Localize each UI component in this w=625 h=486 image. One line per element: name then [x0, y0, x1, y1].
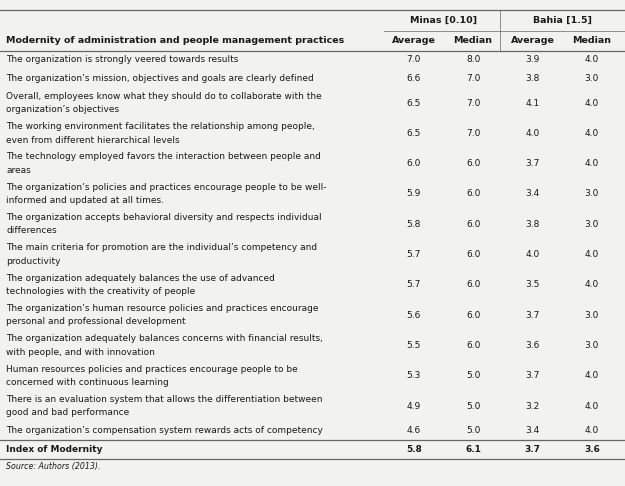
Text: Average: Average — [511, 36, 554, 45]
Text: 7.0: 7.0 — [466, 74, 481, 83]
Text: 3.0: 3.0 — [585, 341, 599, 350]
Text: 7.0: 7.0 — [407, 55, 421, 64]
Text: The organization’s policies and practices encourage people to be well-: The organization’s policies and practice… — [6, 183, 327, 192]
Text: 4.6: 4.6 — [407, 426, 421, 435]
Text: 5.0: 5.0 — [466, 402, 481, 411]
Text: 5.8: 5.8 — [407, 220, 421, 229]
Text: 6.0: 6.0 — [407, 159, 421, 168]
Text: concerned with continuous learning: concerned with continuous learning — [6, 378, 169, 387]
Text: Human resources policies and practices encourage people to be: Human resources policies and practices e… — [6, 364, 298, 374]
Text: 6.5: 6.5 — [407, 99, 421, 107]
Text: 6.0: 6.0 — [466, 190, 481, 198]
Text: productivity: productivity — [6, 257, 61, 266]
Text: Index of Modernity: Index of Modernity — [6, 445, 102, 454]
Text: 3.6: 3.6 — [584, 445, 600, 454]
Text: 4.0: 4.0 — [585, 280, 599, 290]
Text: 5.6: 5.6 — [407, 311, 421, 320]
Text: 3.4: 3.4 — [526, 426, 539, 435]
Text: 5.3: 5.3 — [407, 371, 421, 381]
Text: 4.9: 4.9 — [407, 402, 421, 411]
Text: 6.0: 6.0 — [466, 159, 481, 168]
Text: The organization adequately balances concerns with financial results,: The organization adequately balances con… — [6, 334, 323, 344]
Text: 5.0: 5.0 — [466, 371, 481, 381]
Text: 5.8: 5.8 — [406, 445, 422, 454]
Text: The organization’s mission, objectives and goals are clearly defined: The organization’s mission, objectives a… — [6, 74, 314, 83]
Text: Bahia [1.5]: Bahia [1.5] — [532, 16, 592, 25]
Text: areas: areas — [6, 166, 31, 175]
Text: Median: Median — [572, 36, 611, 45]
Text: Minas [0.10]: Minas [0.10] — [410, 16, 477, 25]
Text: 6.0: 6.0 — [466, 250, 481, 259]
Text: 3.0: 3.0 — [585, 220, 599, 229]
Text: 5.0: 5.0 — [466, 426, 481, 435]
Text: Average: Average — [392, 36, 436, 45]
Text: Modernity of administration and people management practices: Modernity of administration and people m… — [6, 36, 344, 45]
Text: 4.0: 4.0 — [585, 426, 599, 435]
Text: 3.4: 3.4 — [526, 190, 539, 198]
Text: 6.0: 6.0 — [466, 220, 481, 229]
Text: 3.2: 3.2 — [526, 402, 539, 411]
Text: differences: differences — [6, 226, 57, 235]
Text: 3.7: 3.7 — [525, 311, 540, 320]
Text: informed and updated at all times.: informed and updated at all times. — [6, 196, 164, 205]
Text: There is an evaluation system that allows the differentiation between: There is an evaluation system that allow… — [6, 395, 322, 404]
Text: The organization adequately balances the use of advanced: The organization adequately balances the… — [6, 274, 275, 283]
Text: 4.0: 4.0 — [585, 250, 599, 259]
Text: The main criteria for promotion are the individual’s competency and: The main criteria for promotion are the … — [6, 243, 318, 252]
Text: 5.7: 5.7 — [407, 280, 421, 290]
Text: 4.0: 4.0 — [585, 129, 599, 138]
Text: 4.0: 4.0 — [585, 159, 599, 168]
Text: Median: Median — [454, 36, 493, 45]
Text: 4.0: 4.0 — [585, 55, 599, 64]
Text: 4.0: 4.0 — [526, 250, 539, 259]
Text: 6.5: 6.5 — [407, 129, 421, 138]
Text: 3.5: 3.5 — [525, 280, 540, 290]
Text: 3.8: 3.8 — [525, 74, 540, 83]
Text: 7.0: 7.0 — [466, 129, 481, 138]
Text: 6.0: 6.0 — [466, 280, 481, 290]
Text: 4.0: 4.0 — [585, 99, 599, 107]
Text: The organization accepts behavioral diversity and respects individual: The organization accepts behavioral dive… — [6, 213, 322, 222]
Text: 8.0: 8.0 — [466, 55, 481, 64]
Text: even from different hierarchical levels: even from different hierarchical levels — [6, 136, 180, 144]
Text: 4.0: 4.0 — [526, 129, 539, 138]
Text: The organization’s compensation system rewards acts of competency: The organization’s compensation system r… — [6, 426, 323, 435]
Text: Source: Authors (2013).: Source: Authors (2013). — [6, 462, 101, 471]
Text: 3.0: 3.0 — [585, 74, 599, 83]
Text: 7.0: 7.0 — [466, 99, 481, 107]
Text: 5.5: 5.5 — [407, 341, 421, 350]
Text: personal and professional development: personal and professional development — [6, 317, 186, 327]
Text: 3.7: 3.7 — [525, 371, 540, 381]
Text: The working environment facilitates the relationship among people,: The working environment facilitates the … — [6, 122, 315, 131]
Text: 3.9: 3.9 — [525, 55, 540, 64]
Text: 3.0: 3.0 — [585, 190, 599, 198]
Text: 3.7: 3.7 — [525, 159, 540, 168]
Text: 3.8: 3.8 — [525, 220, 540, 229]
Text: 3.6: 3.6 — [525, 341, 540, 350]
Text: organization’s objectives: organization’s objectives — [6, 105, 119, 114]
Text: 5.7: 5.7 — [407, 250, 421, 259]
Text: 6.1: 6.1 — [465, 445, 481, 454]
Text: 6.6: 6.6 — [407, 74, 421, 83]
Text: 4.0: 4.0 — [585, 371, 599, 381]
Text: 3.0: 3.0 — [585, 311, 599, 320]
Text: 4.0: 4.0 — [585, 402, 599, 411]
Text: Overall, employees know what they should do to collaborate with the: Overall, employees know what they should… — [6, 92, 322, 101]
Text: 3.7: 3.7 — [524, 445, 541, 454]
Text: The technology employed favors the interaction between people and: The technology employed favors the inter… — [6, 153, 321, 161]
Text: The organization’s human resource policies and practices encourage: The organization’s human resource polici… — [6, 304, 319, 313]
Text: good and bad performance: good and bad performance — [6, 408, 129, 417]
Text: 6.0: 6.0 — [466, 311, 481, 320]
Text: 4.1: 4.1 — [526, 99, 539, 107]
Text: 5.9: 5.9 — [407, 190, 421, 198]
Text: technologies with the creativity of people: technologies with the creativity of peop… — [6, 287, 196, 296]
Text: 6.0: 6.0 — [466, 341, 481, 350]
Text: with people, and with innovation: with people, and with innovation — [6, 348, 155, 357]
Text: The organization is strongly veered towards results: The organization is strongly veered towa… — [6, 55, 239, 64]
